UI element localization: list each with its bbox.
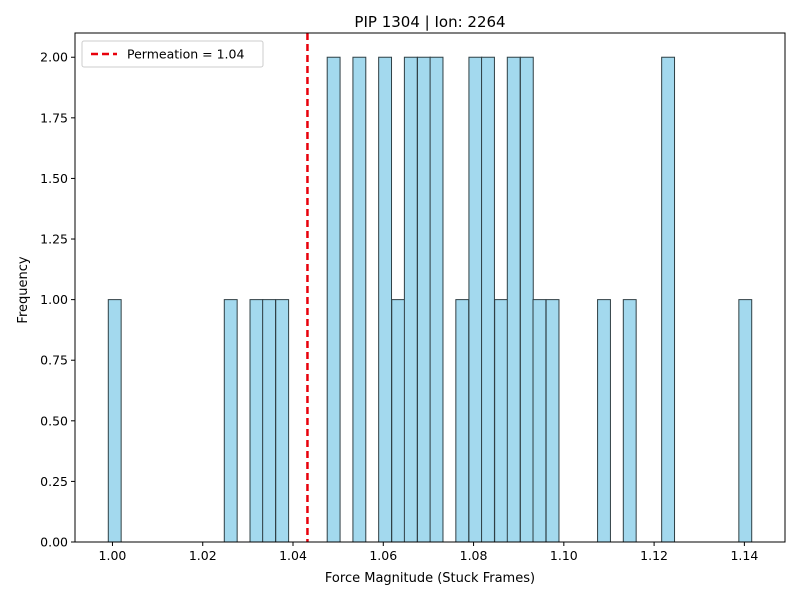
- legend-box: [81, 40, 264, 68]
- bars-layer: [107, 56, 753, 543]
- histogram-bar: [223, 299, 238, 543]
- histogram-bar: [545, 299, 560, 543]
- histogram-bar: [391, 299, 406, 543]
- y-tick-label: 0.00: [40, 535, 68, 550]
- y-tick-label: 1.75: [40, 110, 68, 125]
- histogram-bar: [326, 56, 341, 543]
- histogram-bar: [622, 299, 637, 543]
- histogram-bar: [519, 56, 534, 543]
- histogram-bar: [275, 299, 290, 543]
- histogram-bar: [403, 56, 418, 543]
- x-tick-label: 1.00: [99, 548, 127, 563]
- histogram-bar: [378, 56, 393, 543]
- histogram-bar: [532, 299, 547, 543]
- y-tick-label: 0.25: [40, 474, 68, 489]
- x-tick-label: 1.08: [460, 548, 488, 563]
- histogram-bar: [416, 56, 431, 543]
- x-axis-label: Force Magnitude (Stuck Frames): [325, 571, 535, 586]
- x-tick-label: 1.10: [550, 548, 578, 563]
- histogram-bar: [738, 299, 753, 543]
- plot-frame: [74, 32, 786, 543]
- x-tick-label: 1.12: [640, 548, 668, 563]
- histogram-bar: [429, 56, 444, 543]
- histogram-bar: [481, 56, 495, 543]
- histogram-bar: [506, 56, 521, 543]
- x-tick-label: 1.04: [279, 548, 307, 563]
- histogram-bar: [455, 299, 470, 543]
- y-tick-label: 1.50: [40, 171, 68, 186]
- x-tick-label: 1.14: [730, 548, 758, 563]
- legend-label: Permeation = 1.04: [127, 47, 244, 62]
- histogram-bar: [468, 56, 483, 543]
- axes-layer: 1.00 1.02 1.04 1.06 1.08 1.10 1.12 1.14 0.00 0.25…: [40, 32, 786, 563]
- histogram-bar: [262, 299, 277, 543]
- x-tick-label: 1.06: [369, 548, 397, 563]
- histogram-bar: [494, 299, 509, 543]
- x-tick-label: 1.02: [189, 548, 217, 563]
- y-axis-label: Frequency: [16, 256, 31, 323]
- histogram-bar: [597, 299, 611, 543]
- legend: Permeation = 1.04: [81, 40, 264, 68]
- histogram-bar: [249, 299, 264, 543]
- histogram-bar: [661, 56, 676, 543]
- y-tick-label: 1.25: [40, 232, 68, 247]
- y-tick-label: 1.00: [40, 292, 68, 307]
- histogram-bar: [107, 299, 122, 543]
- histogram-bar: [352, 56, 367, 543]
- y-tick-label: 2.00: [40, 50, 68, 65]
- y-tick-label: 0.50: [40, 413, 68, 428]
- chart-title: PIP 1304 | Ion: 2264: [354, 13, 505, 31]
- y-tick-label: 0.75: [40, 353, 68, 368]
